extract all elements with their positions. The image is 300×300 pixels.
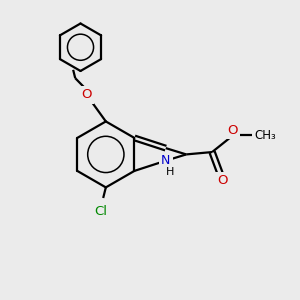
Text: H: H	[166, 167, 174, 177]
Text: Cl: Cl	[94, 205, 107, 218]
Text: O: O	[218, 174, 228, 187]
Text: O: O	[227, 124, 238, 137]
Text: O: O	[82, 88, 92, 101]
Text: CH₃: CH₃	[254, 129, 276, 142]
Text: N: N	[161, 154, 170, 167]
